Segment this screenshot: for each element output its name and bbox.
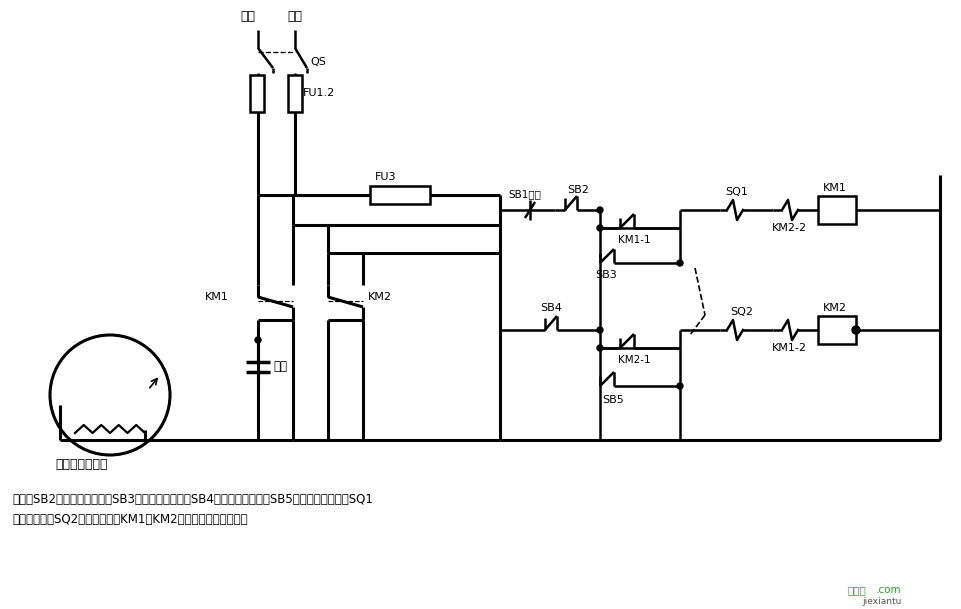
Text: SB2: SB2: [566, 185, 588, 195]
Text: SB5: SB5: [602, 395, 623, 405]
Circle shape: [255, 337, 260, 343]
Text: KM2: KM2: [368, 292, 391, 302]
Text: KM1: KM1: [205, 292, 229, 302]
Text: .com: .com: [875, 585, 900, 595]
Text: KM1-2: KM1-2: [771, 343, 806, 353]
Bar: [817, 316, 855, 344]
Text: 火线: 火线: [240, 10, 256, 23]
Bar: [370, 186, 430, 204]
Bar: [287, 75, 302, 112]
Text: 接线图: 接线图: [847, 585, 866, 595]
Text: 说明：SB2为上升启动按钮，SB3为上升点动按钮，SB4为下降启动按钮，SB5为下降点动按钮；SQ1: 说明：SB2为上升启动按钮，SB3为上升点动按钮，SB4为下降启动按钮，SB5为…: [12, 493, 373, 507]
Text: jiexiantu: jiexiantu: [861, 597, 900, 607]
Text: SB1停止: SB1停止: [507, 189, 540, 199]
Text: 电容: 电容: [273, 361, 286, 373]
Circle shape: [851, 326, 859, 334]
Text: KM1-1: KM1-1: [617, 235, 650, 245]
Text: FU1.2: FU1.2: [303, 88, 334, 98]
Circle shape: [597, 225, 603, 231]
Text: SQ1: SQ1: [725, 187, 747, 197]
Circle shape: [677, 383, 682, 389]
Text: SQ2: SQ2: [729, 307, 752, 317]
Circle shape: [597, 327, 603, 333]
Text: QS: QS: [309, 57, 326, 67]
Text: SB4: SB4: [539, 303, 561, 313]
Text: 零线: 零线: [287, 10, 302, 23]
Circle shape: [597, 345, 603, 351]
Text: 单相电容电动机: 单相电容电动机: [55, 459, 108, 471]
Bar: [817, 196, 855, 224]
Text: KM2-2: KM2-2: [771, 223, 806, 233]
Text: FU3: FU3: [375, 172, 396, 182]
Text: 为最高限位，SQ2为最低限位。KM1、KM2可用中间继电器代替。: 为最高限位，SQ2为最低限位。KM1、KM2可用中间继电器代替。: [12, 513, 247, 527]
Text: KM1: KM1: [823, 183, 846, 193]
Text: KM2: KM2: [823, 303, 846, 313]
Text: KM2-1: KM2-1: [617, 355, 650, 365]
Text: SB3: SB3: [595, 270, 616, 280]
Bar: [250, 75, 263, 112]
Circle shape: [677, 260, 682, 266]
Circle shape: [597, 207, 603, 213]
